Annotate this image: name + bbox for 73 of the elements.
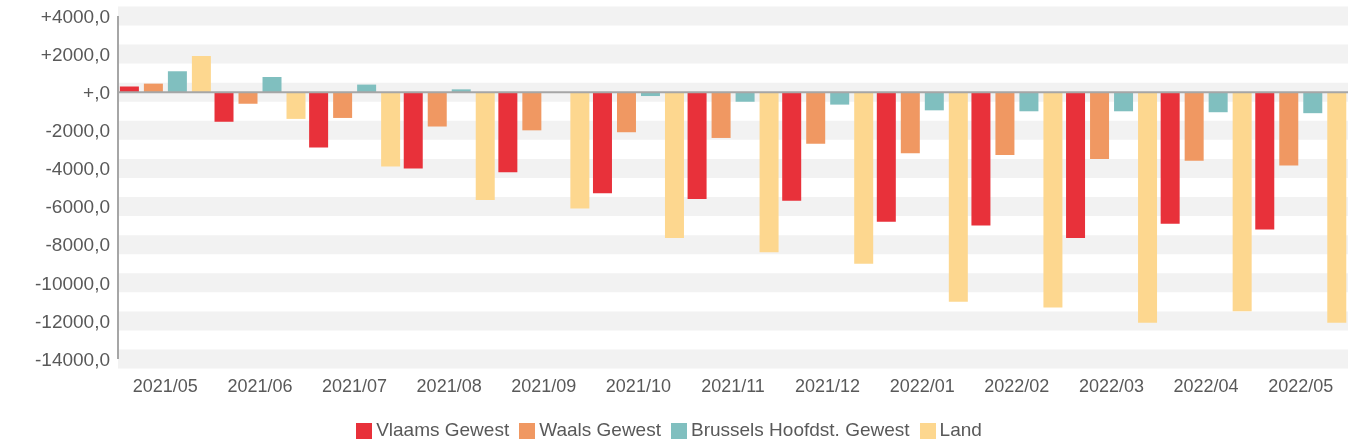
bar <box>711 92 731 138</box>
bar <box>522 92 542 131</box>
y-tick-label: -6000,0 <box>45 196 110 218</box>
y-tick-label: -4000,0 <box>45 158 110 180</box>
bar <box>1327 92 1347 323</box>
bar <box>1114 92 1134 112</box>
bar <box>971 92 991 226</box>
bar <box>570 92 590 209</box>
bar <box>664 92 684 238</box>
bar <box>498 92 518 173</box>
bar <box>1255 92 1275 230</box>
y-tick-label: -8000,0 <box>45 234 110 256</box>
bar <box>995 92 1015 156</box>
x-tick-label: 2021/10 <box>605 375 671 396</box>
bar <box>1138 92 1158 323</box>
legend-label: Vlaams Gewest <box>376 419 510 440</box>
bar <box>262 76 282 93</box>
x-tick-label: 2021/09 <box>511 375 577 396</box>
bar <box>616 92 636 133</box>
bar <box>475 92 495 200</box>
bar <box>381 92 401 167</box>
bar <box>782 92 802 201</box>
y-tick-label: -2000,0 <box>45 120 110 142</box>
bar <box>191 56 211 93</box>
x-tick-label: 2021/11 <box>701 375 765 396</box>
bar <box>948 92 968 302</box>
x-tick-label: 2021/05 <box>132 375 198 396</box>
bar <box>309 92 329 148</box>
bar <box>592 92 612 194</box>
x-tick-label: 2021/08 <box>416 375 482 396</box>
y-tick-label: -14000,0 <box>34 348 110 370</box>
y-tick-label: -12000,0 <box>34 310 110 332</box>
bar <box>1066 92 1086 238</box>
x-tick-label: 2022/05 <box>1268 375 1334 396</box>
bar <box>687 92 707 199</box>
bar <box>238 92 258 104</box>
x-tick-label: 2022/03 <box>1078 375 1144 396</box>
bar <box>1160 92 1180 224</box>
bar <box>1019 92 1039 112</box>
y-tick-label: +4000,0 <box>40 5 110 27</box>
bar <box>1279 92 1299 166</box>
y-tick-label: -10000,0 <box>34 272 110 294</box>
legend-label: Land <box>939 419 982 440</box>
legend-label: Brussels Hoofdst. Gewest <box>690 419 910 440</box>
bar <box>735 92 755 102</box>
bar <box>806 92 826 144</box>
bar <box>876 92 896 222</box>
bar <box>1232 92 1252 312</box>
bar <box>214 92 234 122</box>
bar <box>286 92 306 119</box>
x-tick-label: 2021/07 <box>322 375 388 396</box>
bar <box>900 92 920 154</box>
x-tick-label: 2022/04 <box>1173 375 1239 396</box>
bar <box>759 92 779 253</box>
bar <box>1208 92 1228 113</box>
bar <box>1043 92 1063 308</box>
bar <box>854 92 874 264</box>
bar <box>830 92 850 105</box>
y-tick-label: +,0 <box>83 81 110 103</box>
bar <box>1184 92 1204 161</box>
bar <box>403 92 423 169</box>
bar <box>1303 92 1323 114</box>
x-tick-label: 2021/12 <box>795 375 861 396</box>
legend-label: Waals Gewest <box>539 419 661 440</box>
x-tick-label: 2021/06 <box>227 375 293 396</box>
bar <box>167 71 187 93</box>
bar <box>427 92 447 127</box>
bar <box>1090 92 1110 159</box>
bar <box>333 92 353 118</box>
x-tick-label: 2022/01 <box>889 375 955 396</box>
y-tick-label: +2000,0 <box>40 43 110 65</box>
x-tick-label: 2022/02 <box>984 375 1050 396</box>
bar <box>924 92 944 111</box>
